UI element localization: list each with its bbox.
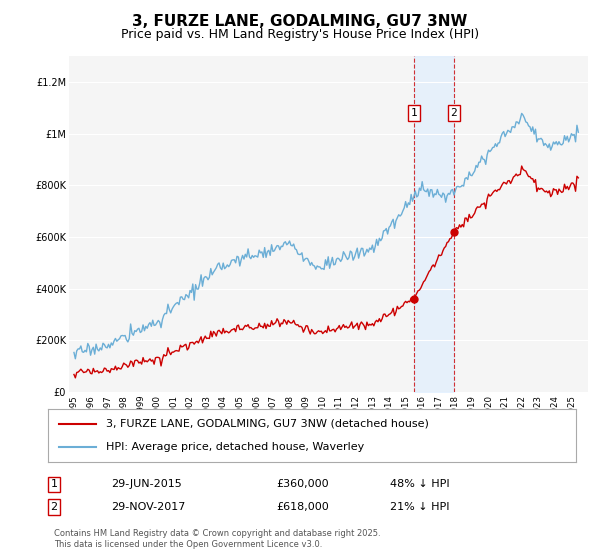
- Text: 29-NOV-2017: 29-NOV-2017: [111, 502, 185, 512]
- Text: 29-JUN-2015: 29-JUN-2015: [111, 479, 182, 489]
- Text: 3, FURZE LANE, GODALMING, GU7 3NW: 3, FURZE LANE, GODALMING, GU7 3NW: [133, 14, 467, 29]
- Text: 21% ↓ HPI: 21% ↓ HPI: [390, 502, 449, 512]
- Text: 3, FURZE LANE, GODALMING, GU7 3NW (detached house): 3, FURZE LANE, GODALMING, GU7 3NW (detac…: [106, 419, 429, 429]
- Text: 2: 2: [451, 108, 457, 118]
- Text: £360,000: £360,000: [276, 479, 329, 489]
- Text: 1: 1: [50, 479, 58, 489]
- Text: Price paid vs. HM Land Registry's House Price Index (HPI): Price paid vs. HM Land Registry's House …: [121, 28, 479, 41]
- Text: HPI: Average price, detached house, Waverley: HPI: Average price, detached house, Wave…: [106, 442, 364, 452]
- Text: 48% ↓ HPI: 48% ↓ HPI: [390, 479, 449, 489]
- Text: Contains HM Land Registry data © Crown copyright and database right 2025.
This d: Contains HM Land Registry data © Crown c…: [54, 529, 380, 549]
- Text: £618,000: £618,000: [276, 502, 329, 512]
- Text: 1: 1: [410, 108, 417, 118]
- Text: 2: 2: [50, 502, 58, 512]
